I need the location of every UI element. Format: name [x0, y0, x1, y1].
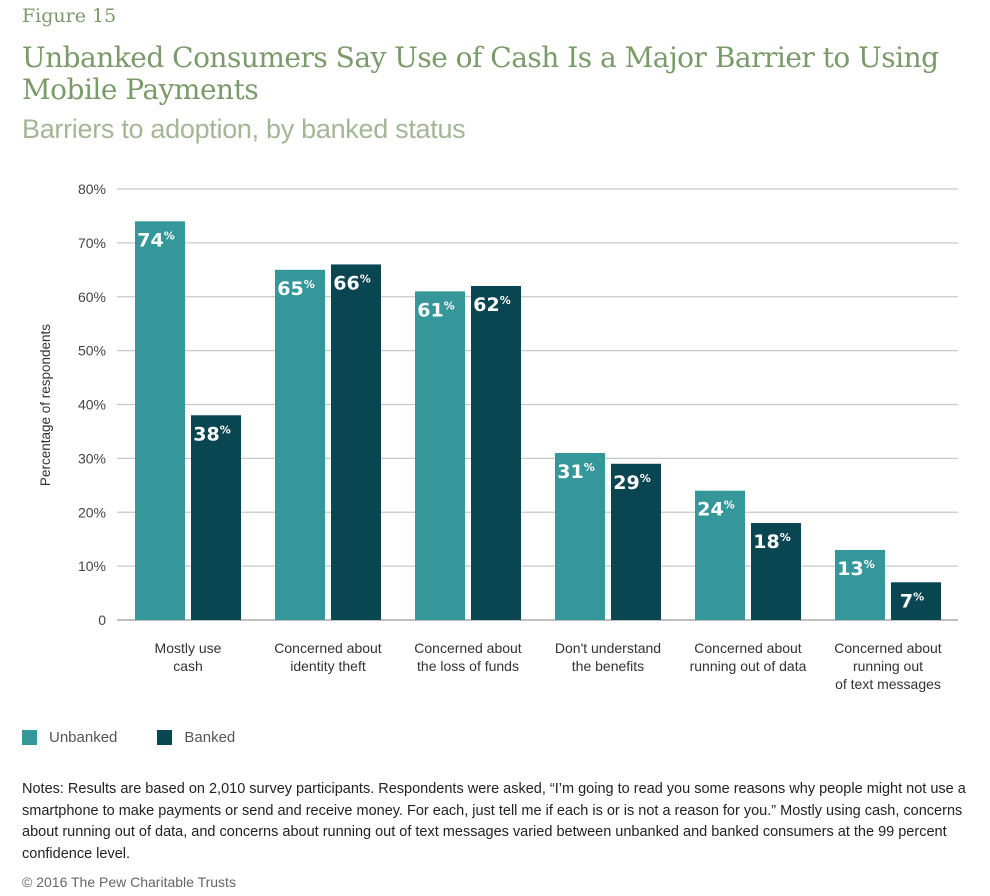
chart-title: Unbanked Consumers Say Use of Cash Is a …	[22, 41, 939, 106]
x-tick-label: Concerned about	[694, 640, 802, 656]
x-tick-label: of text messages	[835, 676, 941, 692]
bar-unbanked	[415, 291, 465, 620]
x-tick-label: Concerned about	[834, 640, 942, 656]
x-tick-label: identity theft	[290, 658, 366, 674]
y-tick-label: 30%	[78, 450, 106, 466]
y-tick-label: 0	[98, 612, 106, 628]
x-tick-label: cash	[173, 658, 203, 674]
y-tick-label: 20%	[78, 504, 106, 520]
y-tick-label: 60%	[78, 289, 106, 305]
x-tick-label: the loss of funds	[417, 658, 519, 674]
x-tick-label: running out of data	[690, 658, 807, 674]
figure-label: Figure 15	[22, 5, 117, 27]
chart-subtitle: Barriers to adoption, by banked status	[22, 114, 466, 144]
bar-unbanked	[135, 221, 185, 620]
x-tick-label: the benefits	[572, 658, 644, 674]
bar-banked	[891, 582, 941, 620]
x-tick-label: running out	[853, 658, 923, 674]
legend: Unbanked Banked	[22, 729, 235, 746]
y-tick-label: 70%	[78, 235, 106, 251]
copyright: © 2016 The Pew Charitable Trusts	[22, 874, 236, 890]
x-tick-label: Don't understand	[555, 640, 661, 656]
legend-label: Unbanked	[49, 729, 118, 746]
legend-label: Banked	[184, 729, 236, 746]
bar-banked	[191, 415, 241, 620]
bar-unbanked	[555, 452, 605, 620]
legend-swatch-banked	[157, 730, 173, 745]
y-tick-label: 10%	[78, 558, 106, 574]
bar-banked	[471, 285, 521, 620]
bar-banked	[331, 264, 381, 620]
x-tick-label: Concerned about	[274, 640, 382, 656]
notes: Notes: Results are based on 2,010 survey…	[22, 781, 966, 862]
y-tick-label: 50%	[78, 343, 106, 359]
x-tick-label: Mostly use	[155, 640, 222, 656]
bar-unbanked	[275, 269, 325, 620]
bar-unbanked	[835, 549, 885, 620]
legend-item-unbanked: Unbanked	[22, 729, 117, 746]
bar-unbanked	[695, 490, 745, 620]
y-axis-label: Percentage of respondents	[38, 324, 53, 486]
bar-chart: 0 10% 20% 30% 40% 50% 60% 70% 80% Percentage of r…	[38, 181, 958, 692]
bar-banked	[751, 523, 801, 620]
y-tick-label: 40%	[78, 397, 106, 413]
bar-banked	[611, 463, 661, 620]
y-tick-label: 80%	[78, 181, 106, 197]
legend-swatch-unbanked	[22, 730, 37, 745]
legend-item-banked: Banked	[157, 729, 235, 746]
x-tick-label: Concerned about	[414, 640, 522, 656]
